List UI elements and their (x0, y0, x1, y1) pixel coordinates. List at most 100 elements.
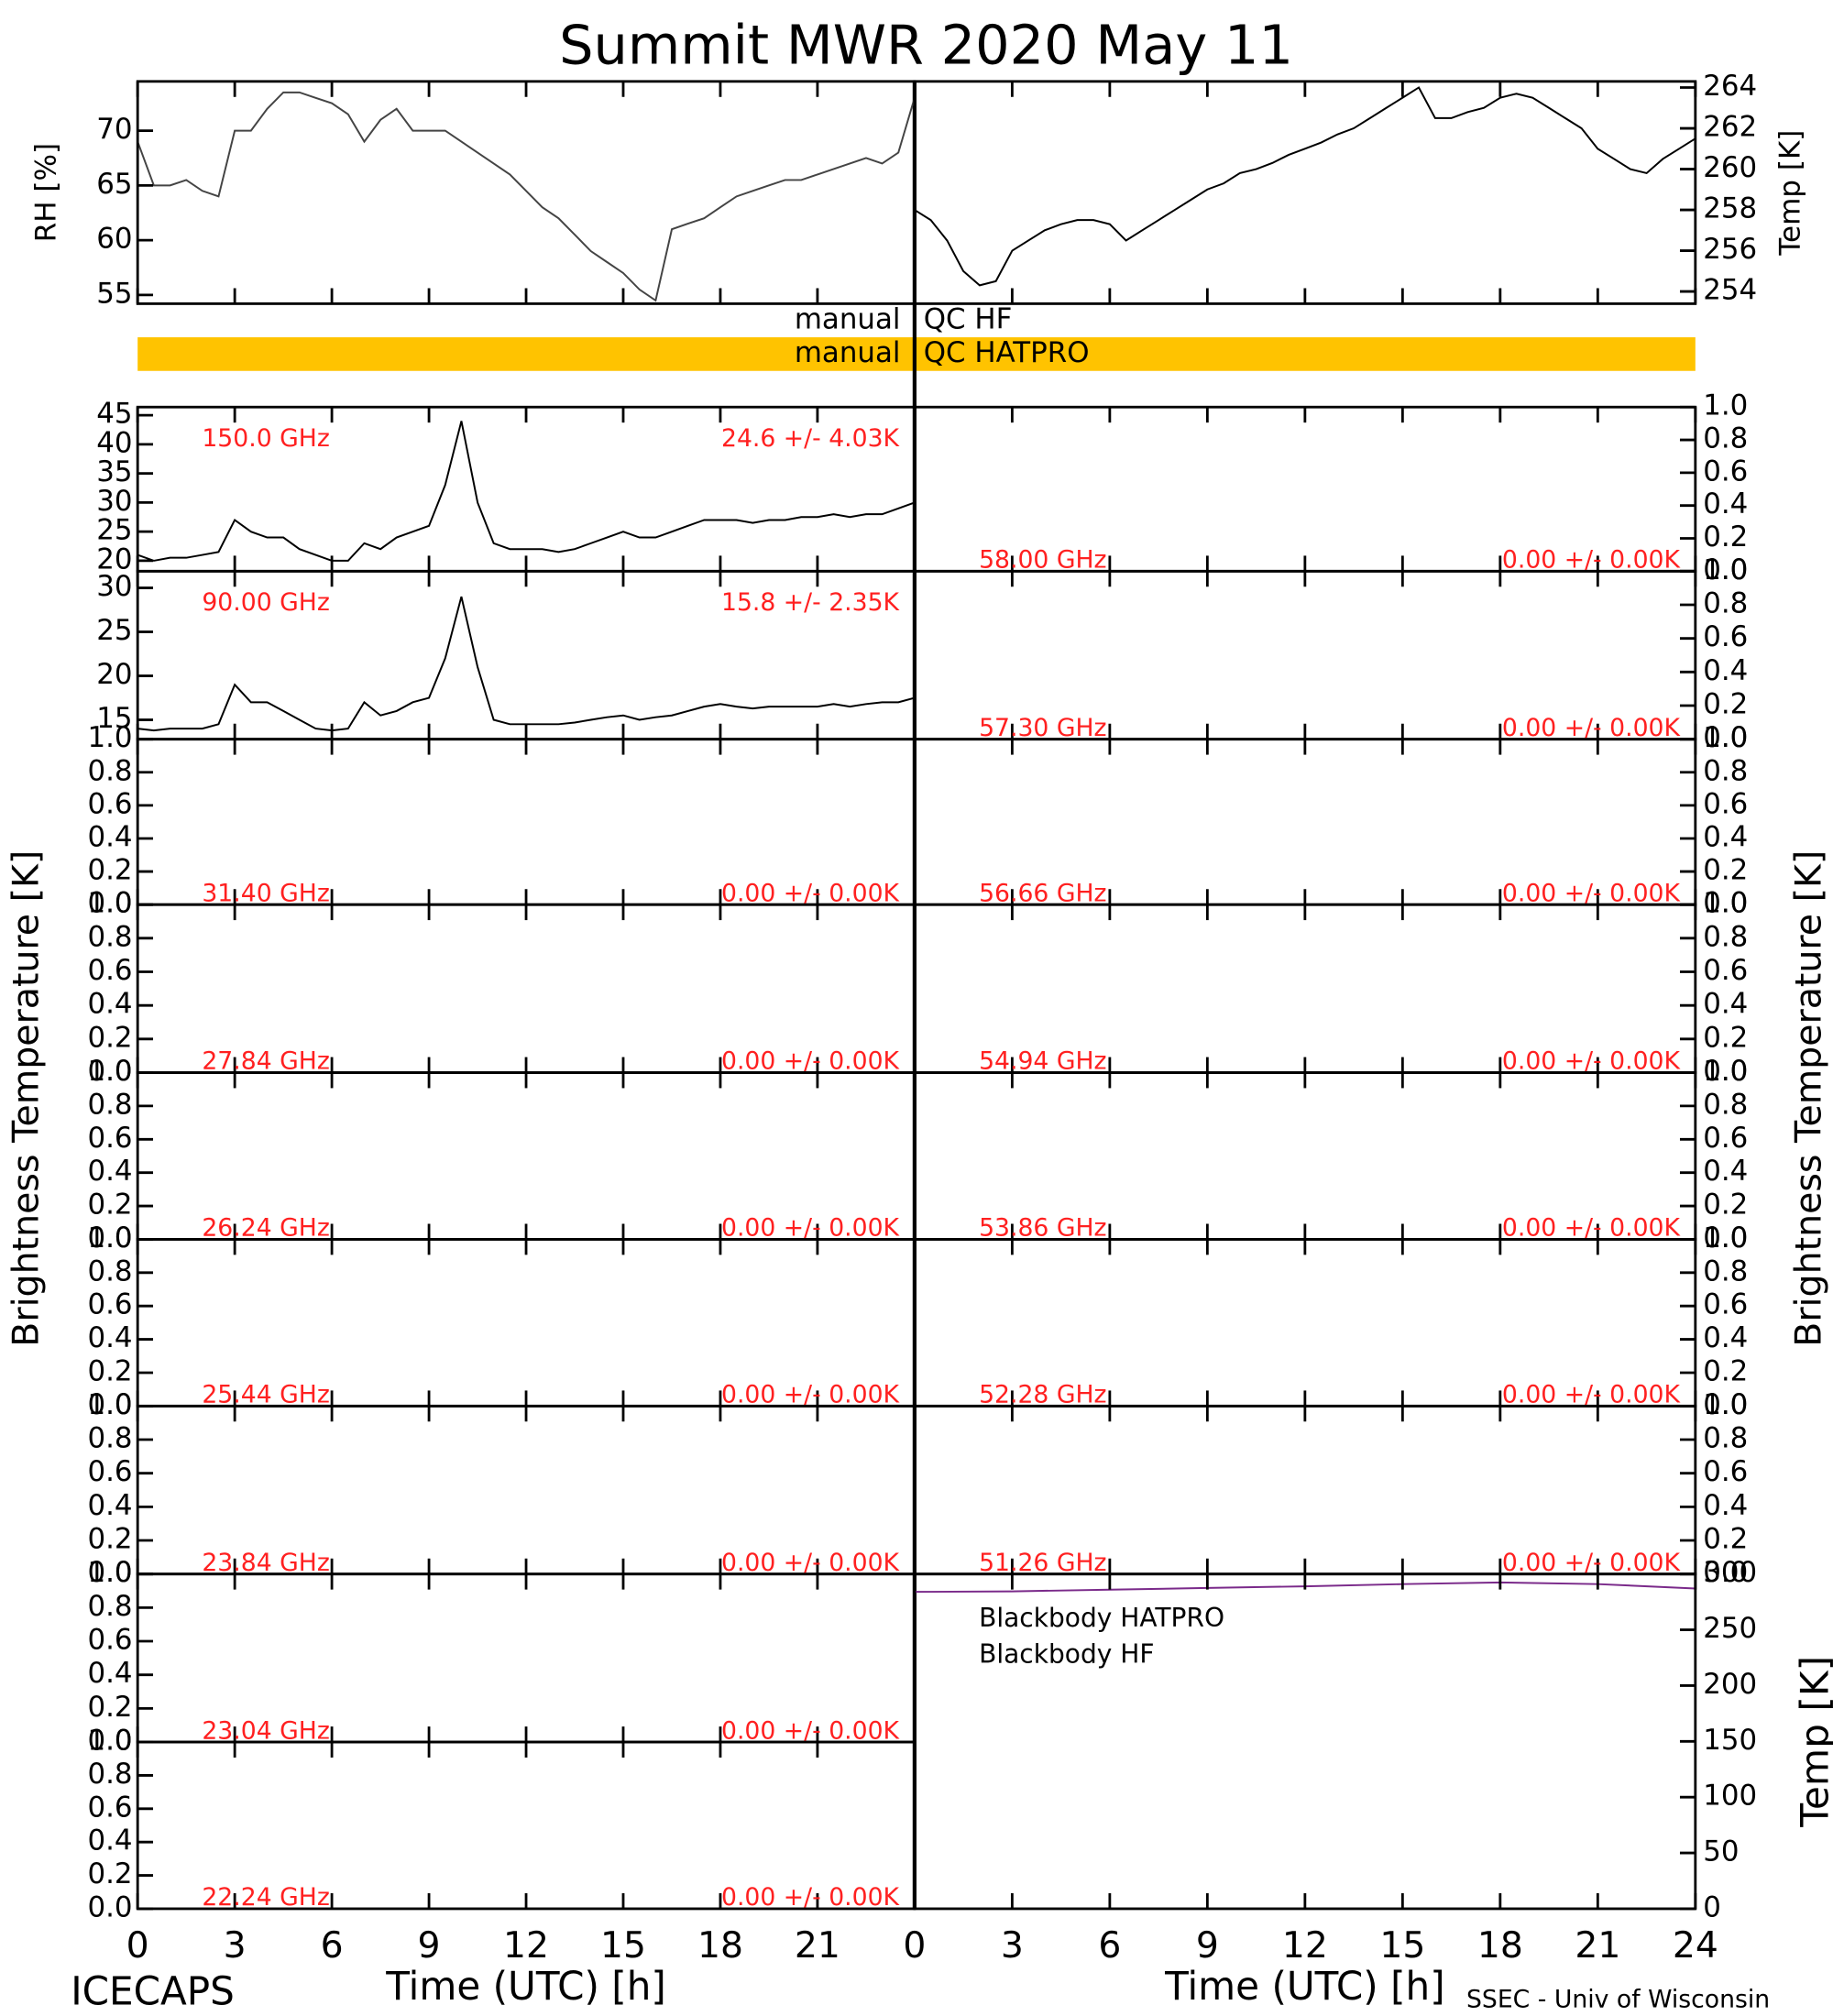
y-tick-label: 200 (1703, 1668, 1757, 1701)
x-axis-title: Time (UTC) [h] (385, 1964, 666, 2009)
y-tick-label: 262 (1703, 110, 1757, 143)
y-tick-label: 260 (1703, 151, 1757, 184)
stat-label: 0.00 +/- 0.00K (1502, 1047, 1682, 1076)
frequency-label: 51.26 GHz (979, 1549, 1106, 1577)
y-tick-label: 0.6 (1703, 954, 1748, 987)
y-tick-label: 0.6 (1703, 1455, 1748, 1488)
y-tick-label: 0.0 (1703, 887, 1748, 920)
y-tick-label: 0.0 (87, 1556, 132, 1589)
y-tick-label: 0.4 (87, 1321, 132, 1354)
frequency-label: 23.04 GHz (202, 1716, 329, 1745)
y-tick-label: 1.0 (87, 1724, 132, 1757)
frequency-label: 27.84 GHz (202, 1047, 329, 1076)
frequency-label: 57.30 GHz (979, 714, 1106, 742)
y-tick-label: 0.2 (87, 1021, 132, 1054)
y-tick-label: 1.0 (87, 721, 132, 754)
y-tick-label: 45 (96, 398, 132, 431)
legend-label: Blackbody HF (979, 1638, 1154, 1669)
y-tick-label: 0.0 (1703, 721, 1748, 754)
stat-label: 0.00 +/- 0.00K (1502, 1549, 1682, 1577)
y-tick-label: 0.6 (87, 954, 132, 987)
x-tick-label: 18 (1477, 1924, 1523, 1967)
x-tick-label: 21 (1575, 1924, 1620, 1967)
x-tick-label: 0 (126, 1924, 149, 1967)
x-tick-label: 12 (503, 1924, 549, 1967)
frequency-label: 54.94 GHz (979, 1047, 1106, 1076)
x-tick-label: 18 (697, 1924, 743, 1967)
y-tick-label: 1.0 (1703, 389, 1748, 422)
y-tick-label: 70 (96, 113, 132, 146)
y-axis-title: Brightness Temperature [K] (5, 850, 47, 1347)
y-tick-label: 0.8 (87, 1255, 132, 1287)
y-tick-label: 0.2 (1703, 1021, 1748, 1054)
page-title: Summit MWR 2020 May 11 (559, 14, 1293, 77)
y-tick-label: 0.8 (87, 1590, 132, 1623)
stat-label: 0.00 +/- 0.00K (1502, 1381, 1682, 1409)
footer-left: ICECAPS (71, 1968, 235, 2013)
stat-label: 0.00 +/- 0.00K (721, 1549, 901, 1577)
y-tick-label: 0.4 (1703, 1155, 1748, 1188)
y-tick-label: 0.0 (1703, 1055, 1748, 1088)
y-tick-label: 55 (96, 277, 132, 310)
data-line (914, 86, 1696, 287)
stat-label: 0.00 +/- 0.00K (721, 1381, 901, 1409)
y-tick-label: 0.6 (87, 1288, 132, 1321)
x-tick-label: 0 (903, 1924, 926, 1967)
y-tick-label: 1.0 (87, 1388, 132, 1421)
y-tick-label: 0.8 (1703, 920, 1748, 953)
frequency-label: 22.24 GHz (202, 1883, 329, 1912)
y-tick-label: 0.8 (87, 754, 132, 787)
y-tick-label: 300 (1703, 1556, 1757, 1589)
y-tick-label: 0.2 (1703, 1354, 1748, 1387)
y-tick-label: 0.4 (87, 1657, 132, 1690)
qc-label: manual (795, 336, 901, 369)
y-tick-label: 20 (96, 658, 132, 691)
y-tick-label: 256 (1703, 233, 1757, 266)
x-tick-label: 15 (1379, 1924, 1425, 1967)
y-tick-label: 0.4 (1703, 488, 1748, 520)
frequency-label: 90.00 GHz (202, 588, 329, 617)
y-tick-label: 0.2 (87, 854, 132, 887)
y-tick-label: 0.8 (1703, 586, 1748, 619)
y-tick-label: 0.6 (87, 787, 132, 820)
stat-label: 0.00 +/- 0.00K (721, 1214, 901, 1243)
y-tick-label: 0.4 (1703, 820, 1748, 853)
y-tick-label: 0.2 (1703, 1522, 1748, 1555)
y-tick-label: 0.8 (87, 920, 132, 953)
y-tick-label: 0.8 (1703, 1255, 1748, 1287)
frequency-label: 52.28 GHz (979, 1381, 1106, 1409)
footer-right: SSEC - Univ of Wisconsin (1466, 1986, 1770, 2014)
y-tick-label: 0.4 (1703, 654, 1748, 687)
y-tick-label: 0.2 (87, 1189, 132, 1222)
y-tick-label: 0.6 (87, 1791, 132, 1824)
stat-label: 0.00 +/- 0.00K (1502, 714, 1682, 742)
y-axis-title: Temp [K] (1793, 1656, 1833, 1828)
y-tick-label: 1.0 (1703, 1222, 1748, 1255)
y-tick-label: 0.8 (87, 1421, 132, 1454)
qc-label: QC HATPRO (924, 336, 1090, 369)
y-tick-label: 0.4 (1703, 988, 1748, 1021)
y-tick-label: 1.0 (1703, 553, 1748, 586)
y-tick-label: 0.8 (1703, 422, 1748, 455)
y-tick-label: 0.8 (87, 1088, 132, 1121)
frequency-label: 26.24 GHz (202, 1214, 329, 1243)
x-tick-label: 21 (795, 1924, 840, 1967)
y-axis-title: Brightness Temperature [K] (1788, 850, 1830, 1347)
stat-label: 24.6 +/- 4.03K (721, 424, 901, 453)
frequency-label: 31.40 GHz (202, 879, 329, 907)
frequency-label: 53.86 GHz (979, 1214, 1106, 1243)
y-tick-label: 15 (96, 702, 132, 735)
y-tick-label: 258 (1703, 192, 1757, 225)
y-tick-label: 0 (1703, 1890, 1721, 1923)
frequency-label: 23.84 GHz (202, 1549, 329, 1577)
x-tick-label: 6 (1098, 1924, 1121, 1967)
y-tick-label: 0.2 (1703, 854, 1748, 887)
y-axis-title: RH [%] (29, 143, 62, 242)
y-tick-label: 0.2 (1703, 687, 1748, 720)
y-tick-label: 0.6 (87, 1122, 132, 1155)
x-tick-label: 9 (1196, 1924, 1219, 1967)
y-tick-label: 65 (96, 168, 132, 201)
y-tick-label: 0.4 (87, 1824, 132, 1857)
